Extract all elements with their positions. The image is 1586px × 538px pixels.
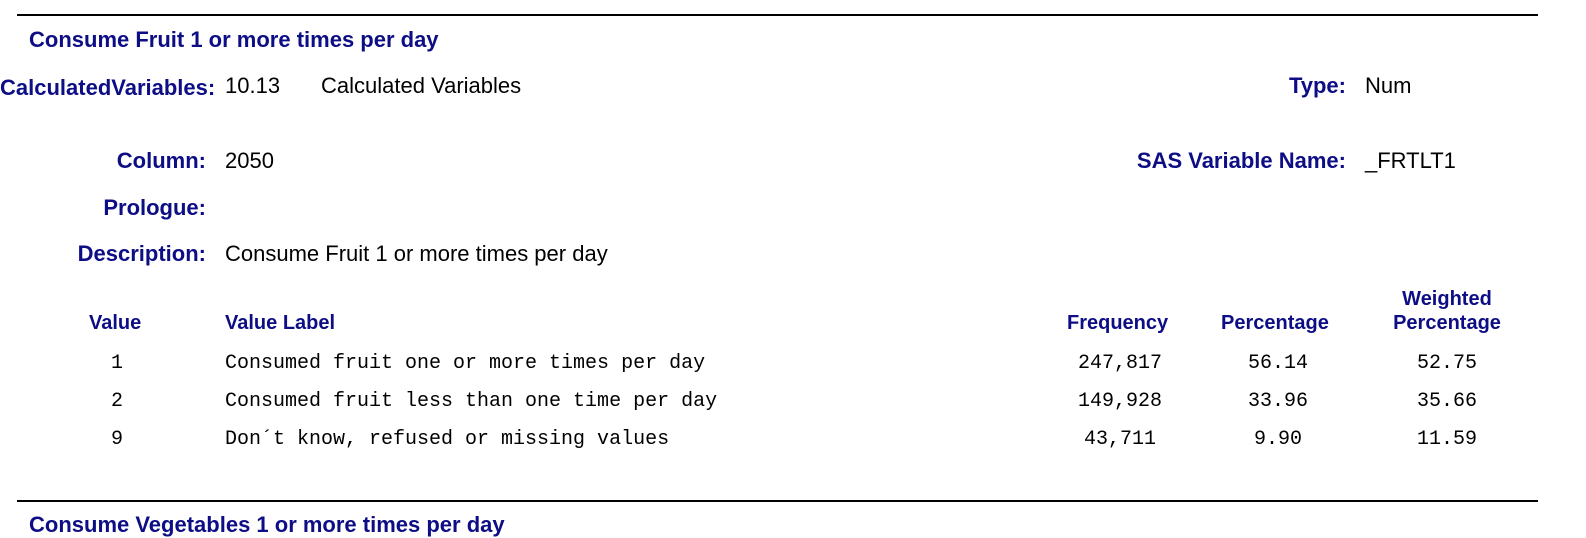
table-row: 9 Don´t know, refused or missing values …: [0, 428, 1586, 466]
row-frequency: 149,928: [1077, 390, 1162, 413]
prologue-label: Prologue:: [103, 195, 206, 220]
header-weighted-percentage: Weighted Percentage: [1393, 288, 1501, 334]
sas-variable-value: _FRTLT1: [1365, 148, 1456, 173]
row-weighted-percentage: 52.75: [1416, 352, 1477, 375]
row-value: 9: [110, 428, 123, 451]
calculated-variables-name: Calculated Variables: [321, 73, 522, 98]
row-frequency: 247,817: [1077, 352, 1162, 375]
type-value: Num: [1365, 73, 1412, 98]
calculated-variables-label: CalculatedVariables:: [0, 75, 216, 100]
header-percentage: Percentage: [1221, 312, 1329, 334]
next-section-title: Consume Vegetables 1 or more times per d…: [29, 512, 505, 537]
top-divider: [17, 14, 1538, 16]
sas-variable-label: SAS Variable Name:: [1136, 148, 1346, 173]
row-percentage: 9.90: [1253, 428, 1302, 451]
description-label: Description:: [77, 241, 206, 266]
description-value: Consume Fruit 1 or more times per day: [225, 241, 608, 266]
row-weighted-percentage: 11.59: [1416, 428, 1477, 451]
header-value-label: Value Label: [225, 312, 336, 334]
table-row: 1 Consumed fruit one or more times per d…: [0, 352, 1586, 390]
row-percentage: 33.96: [1247, 390, 1308, 413]
calculated-variables-number: 10.13: [225, 73, 281, 98]
row-value: 2: [110, 390, 123, 413]
header-value: Value: [89, 312, 142, 334]
column-label: Column:: [116, 148, 206, 173]
column-value: 2050: [225, 148, 274, 173]
row-value-label: Consumed fruit one or more times per day: [225, 352, 706, 375]
row-frequency: 43,711: [1083, 428, 1156, 451]
row-value-label: Don´t know, refused or missing values: [225, 428, 670, 451]
section-title: Consume Fruit 1 or more times per day: [29, 27, 439, 52]
bottom-divider: [17, 500, 1538, 502]
row-value: 1: [110, 352, 123, 375]
table-row: 2 Consumed fruit less than one time per …: [0, 390, 1586, 428]
row-weighted-percentage: 35.66: [1416, 390, 1477, 413]
header-frequency: Frequency: [1067, 312, 1169, 334]
row-percentage: 56.14: [1247, 352, 1308, 375]
row-value-label: Consumed fruit less than one time per da…: [225, 390, 718, 413]
type-label: Type:: [1288, 73, 1346, 98]
